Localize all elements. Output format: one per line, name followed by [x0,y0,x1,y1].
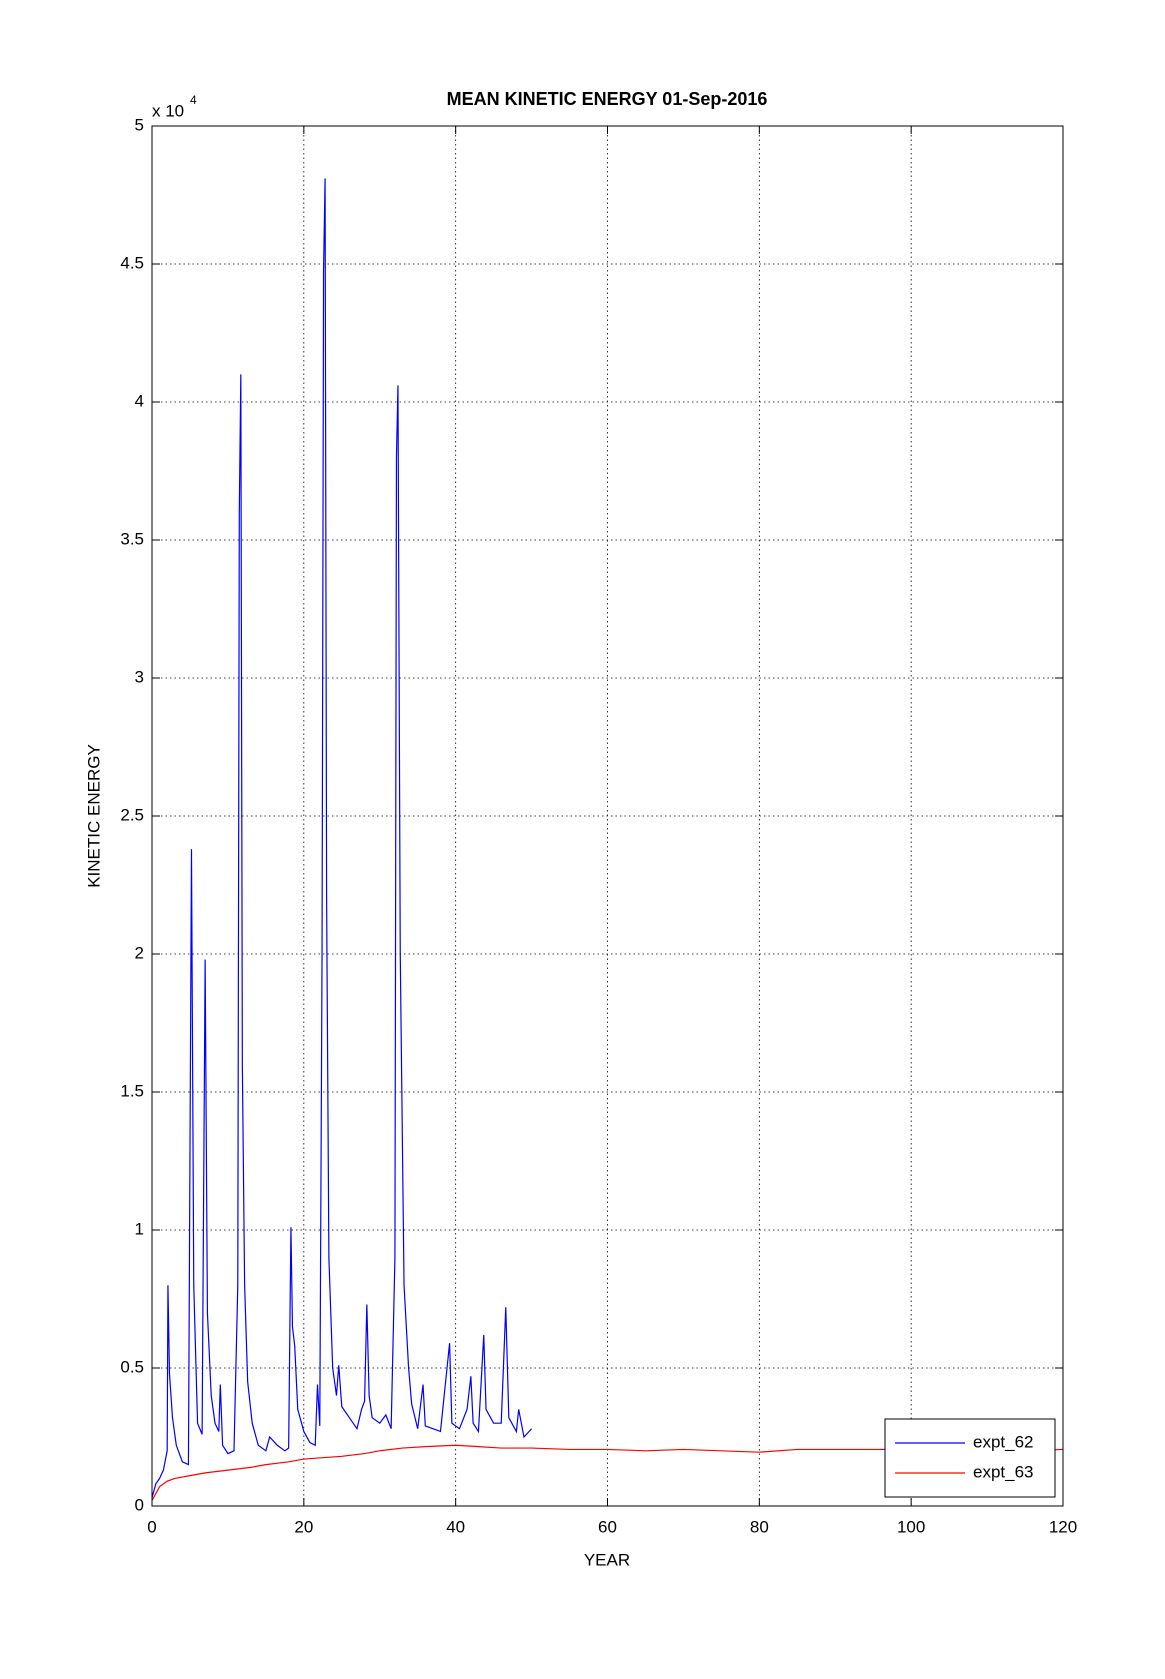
y-tick-label: 3 [135,667,144,686]
y-tick-label: 2.5 [120,805,144,824]
y-axis-label: KINETIC ENERGY [84,744,103,888]
y-tick-label: 4 [135,391,144,410]
legend-label: expt_62 [973,1432,1034,1451]
x-tick-label: 80 [750,1517,769,1536]
data-line [151,178,533,1498]
y-tick-label: 5 [135,115,144,134]
x-tick-label: 100 [897,1517,925,1536]
plot-frame [151,125,1064,1507]
x-tick-label: 120 [1049,1517,1077,1536]
y-tick-label: 0.5 [120,1357,144,1376]
x-tick-label: 60 [598,1517,617,1536]
y-tick-label: 1.5 [120,1081,144,1100]
y-scale-exponent: 4 [190,93,197,107]
y-tick-label: 3.5 [120,529,144,548]
y-tick-label: 4.5 [120,253,144,272]
chart-title: MEAN KINETIC ENERGY 01-Sep-2016 [447,89,768,109]
data-line [151,1444,1064,1501]
x-tick-label: 0 [147,1517,156,1536]
y-tick-label: 0 [135,1495,144,1514]
x-tick-label: 20 [294,1517,313,1536]
y-scale-base: x 10 [152,101,184,120]
x-tick-label: 40 [446,1517,465,1536]
legend-label: expt_63 [973,1462,1034,1481]
y-tick-label: 2 [135,943,144,962]
x-axis-label: YEAR [584,1550,630,1569]
y-tick-label: 1 [135,1219,144,1238]
legend-box [884,1418,1056,1498]
